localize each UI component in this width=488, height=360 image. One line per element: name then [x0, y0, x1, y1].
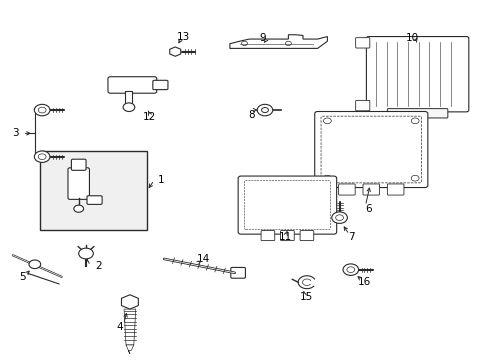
Circle shape — [261, 108, 268, 113]
FancyBboxPatch shape — [108, 77, 157, 93]
Circle shape — [34, 104, 50, 116]
FancyBboxPatch shape — [280, 230, 294, 240]
Text: 11: 11 — [278, 232, 291, 242]
Circle shape — [257, 104, 272, 116]
Polygon shape — [126, 345, 134, 354]
Text: 1: 1 — [158, 175, 164, 185]
Bar — [40, 151, 147, 230]
FancyBboxPatch shape — [338, 184, 354, 195]
FancyBboxPatch shape — [366, 37, 468, 112]
FancyBboxPatch shape — [314, 112, 427, 188]
Polygon shape — [124, 309, 136, 345]
Text: 13: 13 — [177, 32, 190, 41]
Text: 12: 12 — [142, 112, 156, 122]
FancyBboxPatch shape — [300, 230, 313, 240]
Polygon shape — [169, 47, 181, 56]
Circle shape — [123, 103, 135, 112]
Polygon shape — [121, 295, 138, 309]
Circle shape — [346, 267, 354, 273]
FancyBboxPatch shape — [355, 100, 369, 111]
Text: 9: 9 — [259, 33, 266, 43]
Circle shape — [38, 107, 46, 113]
Text: 6: 6 — [365, 204, 371, 214]
Circle shape — [285, 41, 291, 45]
FancyBboxPatch shape — [355, 38, 369, 48]
Text: 16: 16 — [357, 277, 370, 287]
FancyBboxPatch shape — [261, 230, 274, 240]
Circle shape — [410, 118, 418, 124]
Text: 4: 4 — [117, 322, 123, 332]
Circle shape — [342, 264, 358, 275]
FancyBboxPatch shape — [238, 176, 336, 234]
FancyBboxPatch shape — [71, 159, 86, 170]
FancyBboxPatch shape — [153, 80, 167, 90]
Circle shape — [29, 260, 41, 269]
Text: 8: 8 — [248, 111, 255, 121]
Polygon shape — [125, 91, 132, 105]
Circle shape — [241, 41, 247, 45]
Text: 5: 5 — [20, 272, 26, 282]
Circle shape — [74, 205, 83, 212]
Circle shape — [79, 248, 93, 259]
Text: 15: 15 — [300, 292, 313, 302]
Text: 10: 10 — [406, 33, 418, 43]
FancyBboxPatch shape — [68, 168, 89, 199]
Circle shape — [410, 175, 418, 181]
FancyBboxPatch shape — [362, 184, 379, 195]
Text: 3: 3 — [12, 129, 19, 138]
Circle shape — [335, 215, 343, 221]
Text: 14: 14 — [196, 254, 209, 264]
Circle shape — [323, 118, 330, 124]
FancyBboxPatch shape — [87, 196, 102, 204]
Circle shape — [38, 154, 46, 159]
FancyBboxPatch shape — [386, 184, 403, 195]
Text: 7: 7 — [348, 232, 354, 242]
Circle shape — [331, 212, 346, 224]
Circle shape — [323, 175, 330, 181]
FancyBboxPatch shape — [386, 109, 447, 118]
Circle shape — [34, 151, 50, 162]
FancyBboxPatch shape — [321, 116, 421, 183]
Polygon shape — [229, 35, 327, 48]
FancyBboxPatch shape — [244, 181, 330, 229]
Text: 2: 2 — [95, 261, 102, 271]
FancyBboxPatch shape — [230, 267, 245, 278]
